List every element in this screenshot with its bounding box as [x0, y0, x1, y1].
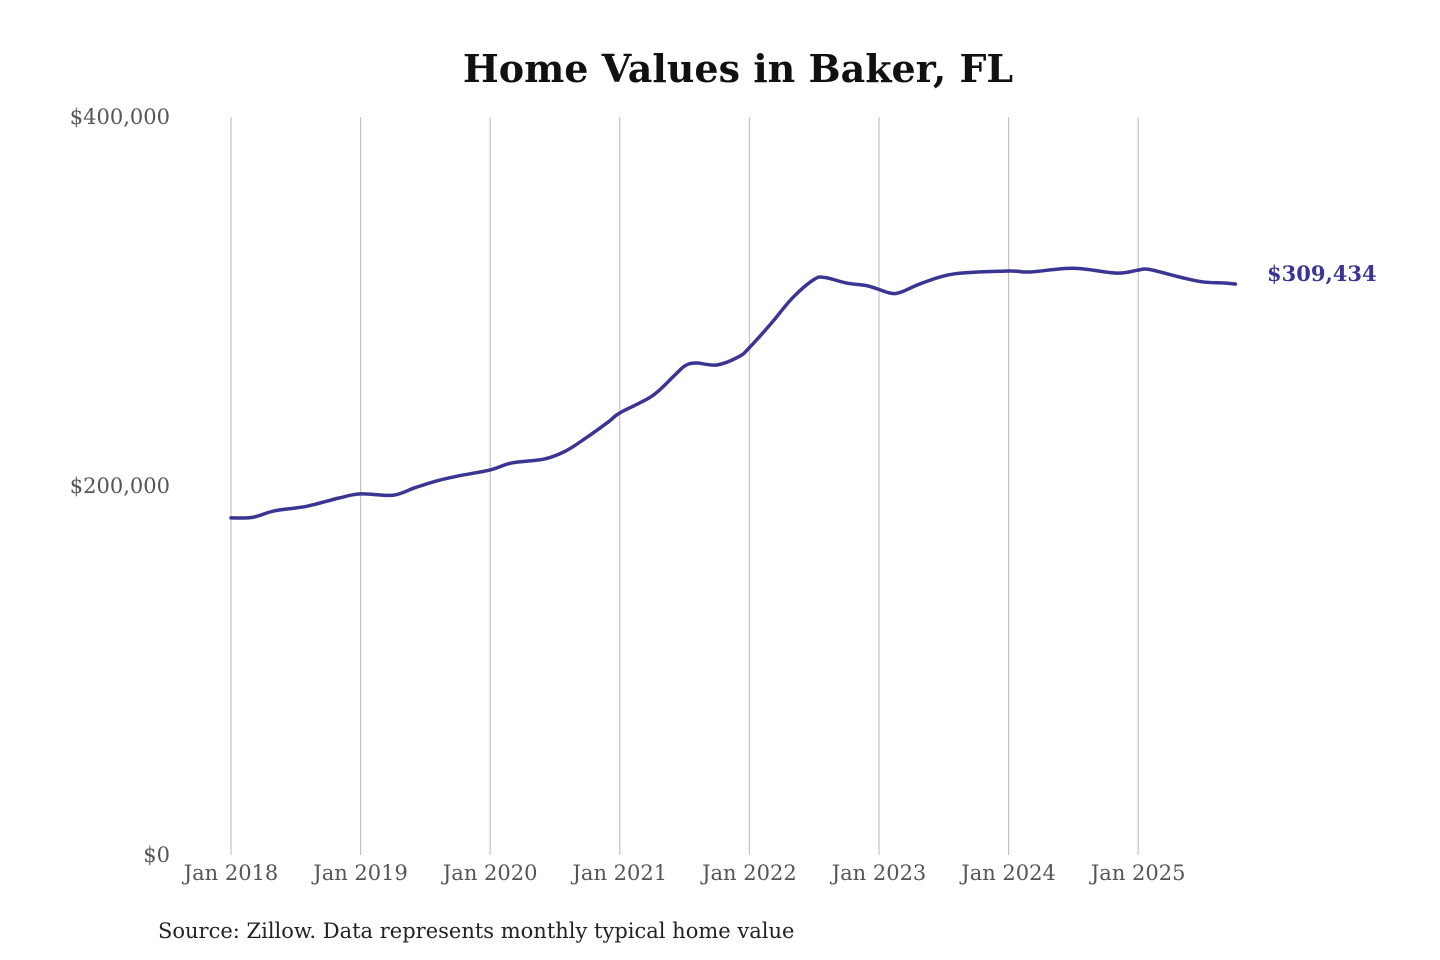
gridlines [230, 117, 1139, 855]
y-axis: $0 $200,000 $400,000 [70, 105, 170, 867]
x-tick-label: Jan 2023 [830, 861, 927, 885]
x-tick-label: Jan 2020 [441, 861, 538, 885]
x-tick-label: Jan 2021 [571, 861, 668, 885]
x-tick-label: Jan 2019 [311, 861, 408, 885]
x-tick-label: Jan 2022 [700, 861, 797, 885]
x-tick-label: Jan 2018 [182, 861, 279, 885]
chart-title: Home Values in Baker, FL [463, 46, 1013, 91]
end-value-label: $309,434 [1267, 261, 1377, 286]
x-axis: Jan 2018 Jan 2019 Jan 2020 Jan 2021 Jan 2022… [182, 861, 1186, 885]
source-note: Source: Zillow. Data represents monthly … [158, 919, 794, 943]
series-line [229, 266, 1238, 520]
y-tick-label: $400,000 [70, 105, 170, 129]
y-tick-label: $200,000 [70, 474, 170, 498]
y-tick-label: $0 [143, 843, 170, 867]
x-tick-label: Jan 2024 [959, 861, 1056, 885]
x-tick-label: Jan 2025 [1089, 861, 1186, 885]
